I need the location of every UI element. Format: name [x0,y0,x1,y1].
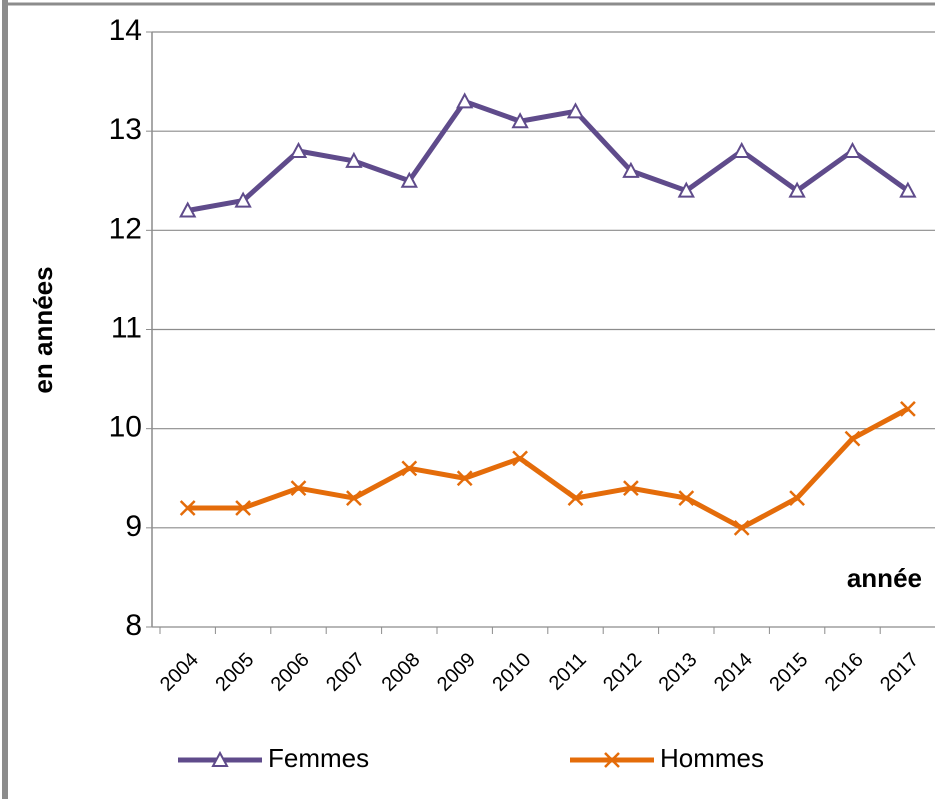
y-axis-title: en années [28,266,58,393]
point-marker [733,141,751,158]
x-axis-title: année [847,563,922,593]
point-marker [289,141,308,158]
point-marker [235,500,251,516]
point-marker [622,161,640,178]
point-marker [844,430,861,447]
y-tick-label: 13 [109,113,142,146]
y-tick-label: 9 [125,510,142,543]
legend-label: Hommes [660,743,764,773]
point-marker [678,490,695,506]
point-marker [899,181,917,198]
legend-label: Femmes [268,743,369,773]
point-marker [179,201,197,218]
point-marker [512,450,528,467]
point-marker [346,490,362,506]
legend-marker [211,750,229,767]
y-tick-label: 11 [111,311,142,344]
point-marker [290,480,307,497]
series-line [187,98,910,213]
point-marker [900,400,916,417]
point-marker [623,480,639,497]
y-tick-label: 10 [109,411,142,444]
point-marker [788,181,806,198]
legend-marker [604,752,620,768]
point-marker [566,102,585,119]
point-marker [733,519,750,536]
series-line [187,406,910,531]
point-marker [677,181,695,198]
point-marker [511,112,529,129]
point-marker [456,470,473,487]
point-marker [567,490,584,506]
point-marker [179,500,196,516]
point-marker [400,171,418,188]
y-tick-label: 12 [109,212,142,245]
point-marker [234,191,252,208]
point-marker [456,92,474,109]
point-marker [789,490,805,506]
point-marker [401,460,418,477]
y-tick-label: 14 [109,14,142,47]
point-marker [345,151,363,168]
y-tick-label: 8 [125,609,142,642]
point-marker [843,141,862,158]
